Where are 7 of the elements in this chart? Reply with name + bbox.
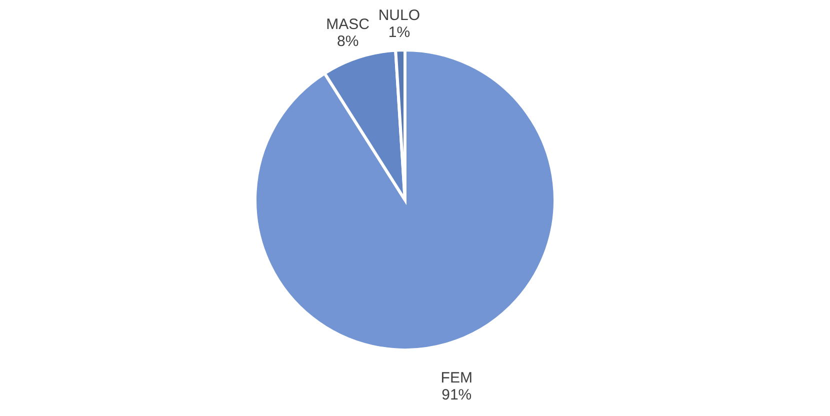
data-label: 8% (336, 33, 359, 50)
data-label: 91% (442, 386, 472, 404)
slice-label: MASC (326, 16, 370, 34)
slice-label: FEM (440, 370, 472, 387)
data-label: 1% (388, 24, 410, 42)
pie-slice (254, 48, 556, 352)
slice-label: NULO (378, 7, 420, 24)
